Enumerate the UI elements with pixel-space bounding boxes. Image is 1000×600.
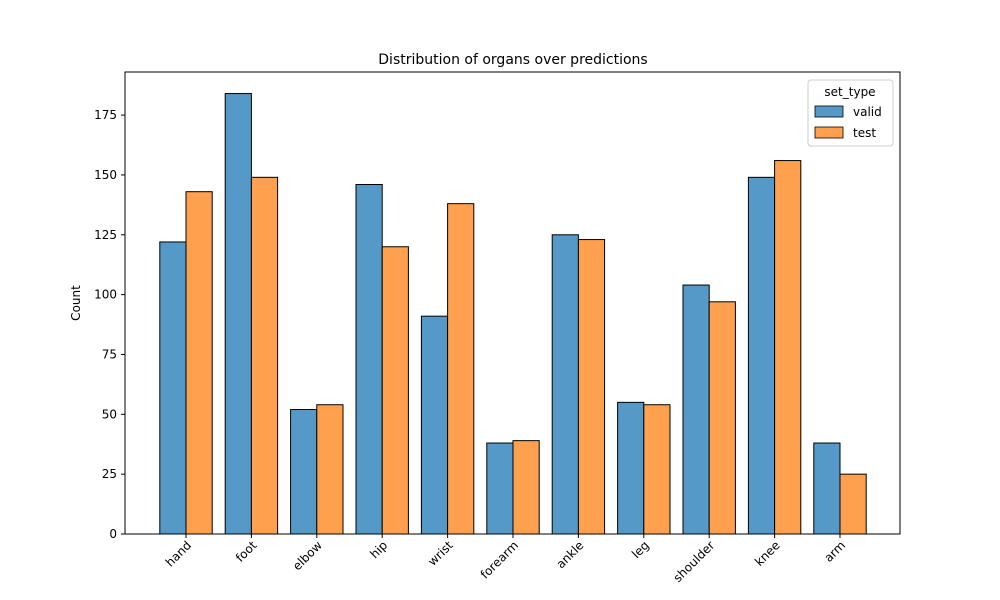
legend: set_type valid test: [807, 79, 894, 147]
x-tick-label: hand: [163, 538, 194, 569]
x-tick-label: arm: [821, 538, 848, 565]
y-tick-label: 125: [94, 228, 117, 242]
y-axis-label: Count: [69, 285, 83, 321]
y-tick-label: 100: [94, 288, 117, 302]
bar-test-shoulder: [708, 301, 736, 535]
bars-group: [159, 93, 867, 535]
y-tick-label: 0: [109, 527, 117, 541]
y-tick-label: 75: [102, 347, 117, 361]
y-tick-label: 50: [102, 407, 117, 421]
y-tick-label: 25: [102, 467, 117, 481]
bar-test-hip: [381, 246, 409, 535]
bar-test-arm: [839, 473, 867, 535]
legend-label-test: test: [853, 126, 876, 140]
legend-swatch-valid: [814, 105, 844, 118]
legend-swatch-test: [814, 126, 844, 139]
x-tick-label: ankle: [554, 538, 587, 571]
y-tick-label: 175: [94, 108, 117, 122]
bar-test-ankle: [577, 239, 606, 535]
bar-valid-forearm: [486, 442, 514, 535]
x-ticks: hand foot elbow hip wrist forearm ankle leg shou…: [163, 534, 848, 585]
bar-test-wrist: [447, 203, 475, 535]
legend-label-valid: valid: [853, 105, 882, 119]
bar-valid-arm: [813, 442, 841, 535]
bar-valid-knee: [747, 176, 776, 535]
x-tick-label: leg: [629, 538, 652, 561]
bar-valid-hip: [355, 184, 383, 535]
bar-valid-shoulder: [682, 284, 710, 535]
chart-title: Distribution of organs over predictions: [378, 52, 647, 68]
bar-valid-hand: [159, 241, 187, 535]
bar-valid-ankle: [551, 234, 579, 535]
bar-test-hand: [185, 191, 213, 535]
bar-test-foot: [250, 176, 279, 535]
bar-valid-foot: [224, 93, 252, 535]
y-ticks: 0 25 50 75 100 125 150 175: [94, 108, 125, 541]
bar-test-leg: [643, 404, 671, 535]
bar-valid-leg: [617, 401, 645, 535]
x-tick-label: foot: [233, 538, 260, 565]
x-tick-label: elbow: [290, 538, 325, 573]
x-tick-label: shoulder: [671, 538, 718, 585]
x-tick-label: hip: [367, 538, 390, 561]
y-tick-label: 150: [94, 168, 117, 182]
plot-frame: [124, 71, 901, 535]
x-tick-label: wrist: [425, 538, 456, 569]
legend-title: set_type: [824, 85, 875, 99]
bar-valid-wrist: [420, 315, 449, 535]
bar-test-knee: [774, 160, 802, 535]
bar-valid-elbow: [290, 409, 318, 535]
bar-test-elbow: [316, 404, 344, 535]
x-tick-label: forearm: [478, 538, 521, 581]
x-tick-label: knee: [752, 538, 783, 569]
bar-test-forearm: [512, 440, 540, 535]
